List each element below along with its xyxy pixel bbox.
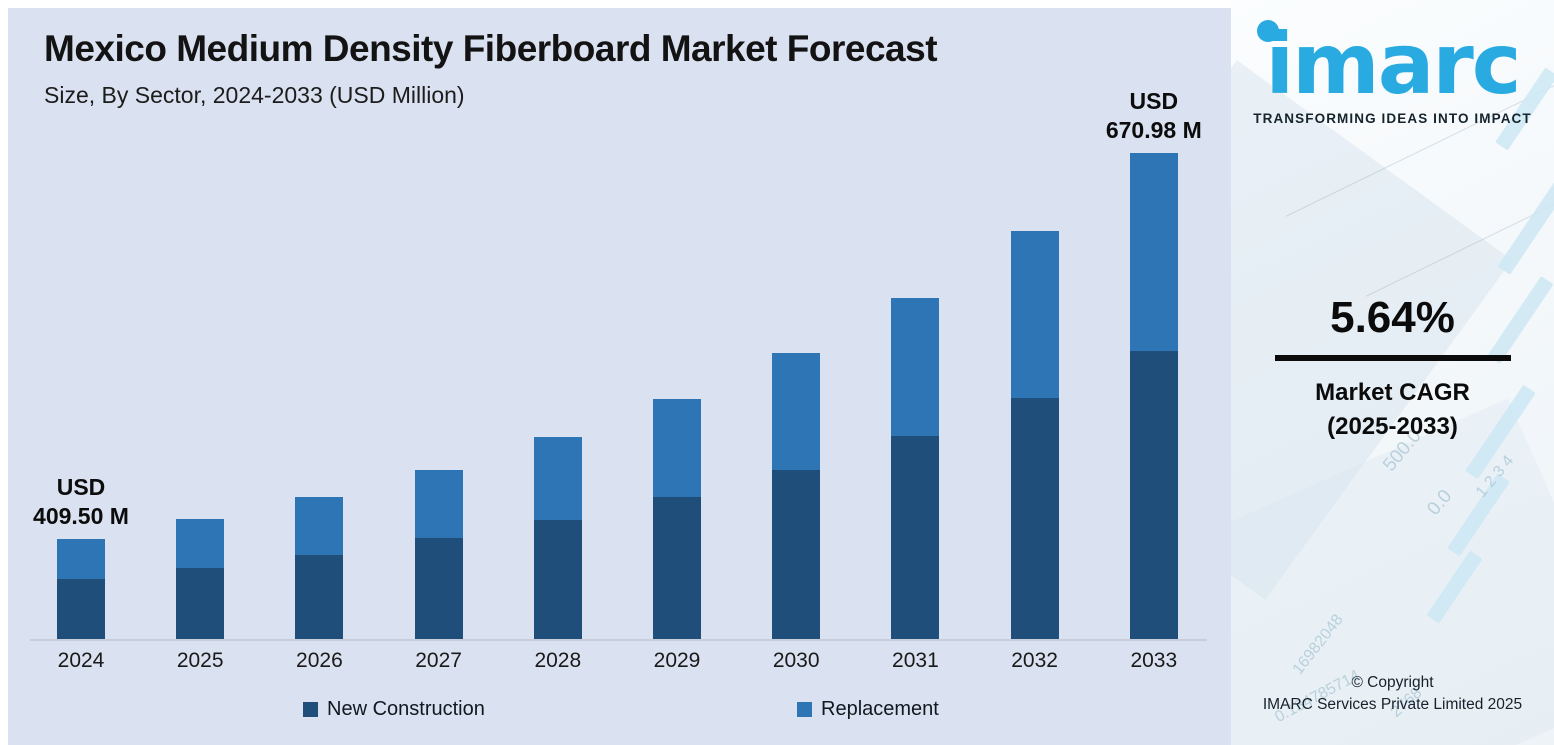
- x-axis-label-2032: 2032: [1011, 649, 1058, 672]
- bar-segment-replacement-2027[interactable]: [414, 470, 463, 538]
- bar-2033[interactable]: [1129, 153, 1178, 639]
- bar-segment-new-construction-2024[interactable]: [57, 579, 105, 639]
- x-axis-label-2027: 2027: [415, 649, 462, 672]
- value-label-2033: USD 670.98 M: [1105, 88, 1202, 144]
- cagr-period: (2025-2033): [1327, 413, 1458, 440]
- bar-segment-replacement-2031[interactable]: [891, 298, 940, 436]
- bar-2024[interactable]: [57, 539, 105, 639]
- logo-wordmark: imarc: [1265, 15, 1521, 113]
- decor-bar: [1426, 550, 1483, 624]
- bar-segment-new-construction-2033[interactable]: [1129, 351, 1178, 639]
- bar-segment-new-construction-2028[interactable]: [533, 520, 582, 639]
- bar-segment-replacement-2029[interactable]: [653, 399, 701, 497]
- chart-subtitle: Size, By Sector, 2024-2033 (USD Million): [44, 82, 465, 108]
- x-axis-label-2025: 2025: [176, 649, 224, 672]
- bar-2031[interactable]: [891, 298, 940, 639]
- x-axis-label-2028: 2028: [534, 649, 582, 672]
- x-axis-label-2030: 2030: [772, 649, 820, 672]
- cagr-value: 5.64%: [1330, 293, 1455, 342]
- imarc-logo: imarc TRANSFORMING IDEAS INTO IMPACT: [1231, 12, 1554, 126]
- bar-segment-new-construction-2026[interactable]: [295, 555, 344, 639]
- cagr-label: Market CAGR: [1315, 379, 1470, 406]
- bar-segment-new-construction-2027[interactable]: [414, 538, 463, 639]
- bar-2025[interactable]: [176, 519, 225, 639]
- x-axis-line: [30, 639, 1207, 641]
- bar-segment-replacement-2033[interactable]: [1129, 153, 1178, 351]
- legend-label: Replacement: [821, 698, 939, 720]
- bar-2027[interactable]: [414, 470, 463, 639]
- watermark-text: 16982048: [1289, 611, 1347, 678]
- bar-segment-new-construction-2030[interactable]: [772, 470, 821, 639]
- x-axis-label-2024: 2024: [57, 649, 105, 672]
- logo-dot-icon: [1257, 20, 1279, 42]
- legend-item-new-construction[interactable]: New Construction: [303, 698, 485, 721]
- watermark-text: 1 2 3 4: [1472, 452, 1518, 501]
- bar-segment-new-construction-2029[interactable]: [653, 497, 701, 639]
- bar-segment-replacement-2026[interactable]: [295, 497, 344, 555]
- legend-item-replacement[interactable]: Replacement: [797, 698, 939, 721]
- value-label-2024: USD 409.50 M: [33, 474, 129, 530]
- watermark-text: 0.0: [1423, 485, 1457, 520]
- logo-tagline: TRANSFORMING IDEAS INTO IMPACT: [1253, 111, 1532, 126]
- x-axis-label-2026: 2026: [296, 649, 343, 672]
- x-axis-label-2029: 2029: [653, 649, 701, 672]
- cagr-divider: [1274, 355, 1511, 361]
- bar-segment-new-construction-2032[interactable]: [1010, 398, 1059, 639]
- decor-bar: [1497, 175, 1554, 275]
- replacement-legend-swatch: [797, 702, 812, 717]
- copyright-line2: IMARC Services Private Limited 2025: [1262, 696, 1523, 714]
- bar-2032[interactable]: [1010, 231, 1059, 639]
- bar-segment-replacement-2028[interactable]: [533, 437, 582, 520]
- copyright-line1: © Copyright: [1351, 674, 1434, 691]
- chart-title: Mexico Medium Density Fiberboard Market …: [44, 28, 938, 69]
- decor-bar: [1447, 473, 1510, 557]
- x-axis-label-2033: 2033: [1130, 649, 1178, 672]
- legend-label: New Construction: [327, 698, 485, 720]
- decor-line: [1365, 164, 1554, 297]
- x-axis-label-2031: 2031: [892, 649, 939, 672]
- bar-segment-replacement-2024[interactable]: [57, 539, 105, 579]
- copyright: © Copyright IMARC Services Private Limit…: [1231, 672, 1554, 717]
- bar-2030[interactable]: [772, 353, 821, 639]
- bar-2026[interactable]: [295, 497, 344, 639]
- bar-segment-new-construction-2031[interactable]: [891, 436, 940, 639]
- bar-segment-replacement-2030[interactable]: [772, 353, 821, 470]
- bar-2028[interactable]: [533, 437, 582, 639]
- bar-segment-new-construction-2025[interactable]: [176, 568, 225, 639]
- cagr-block: 5.64% Market CAGR (2025-2033): [1231, 293, 1554, 441]
- bar-2029[interactable]: [653, 399, 701, 639]
- bar-segment-replacement-2025[interactable]: [176, 519, 225, 568]
- brand-panel: 500.0 0.0 1 2 3 4 16982048 0.134785714 2768 i…: [1231, 0, 1554, 745]
- new-construction-legend-swatch: [303, 702, 318, 717]
- chart-panel: Mexico Medium Density Fiberboard Market …: [8, 8, 1231, 745]
- bar-segment-replacement-2032[interactable]: [1010, 231, 1059, 398]
